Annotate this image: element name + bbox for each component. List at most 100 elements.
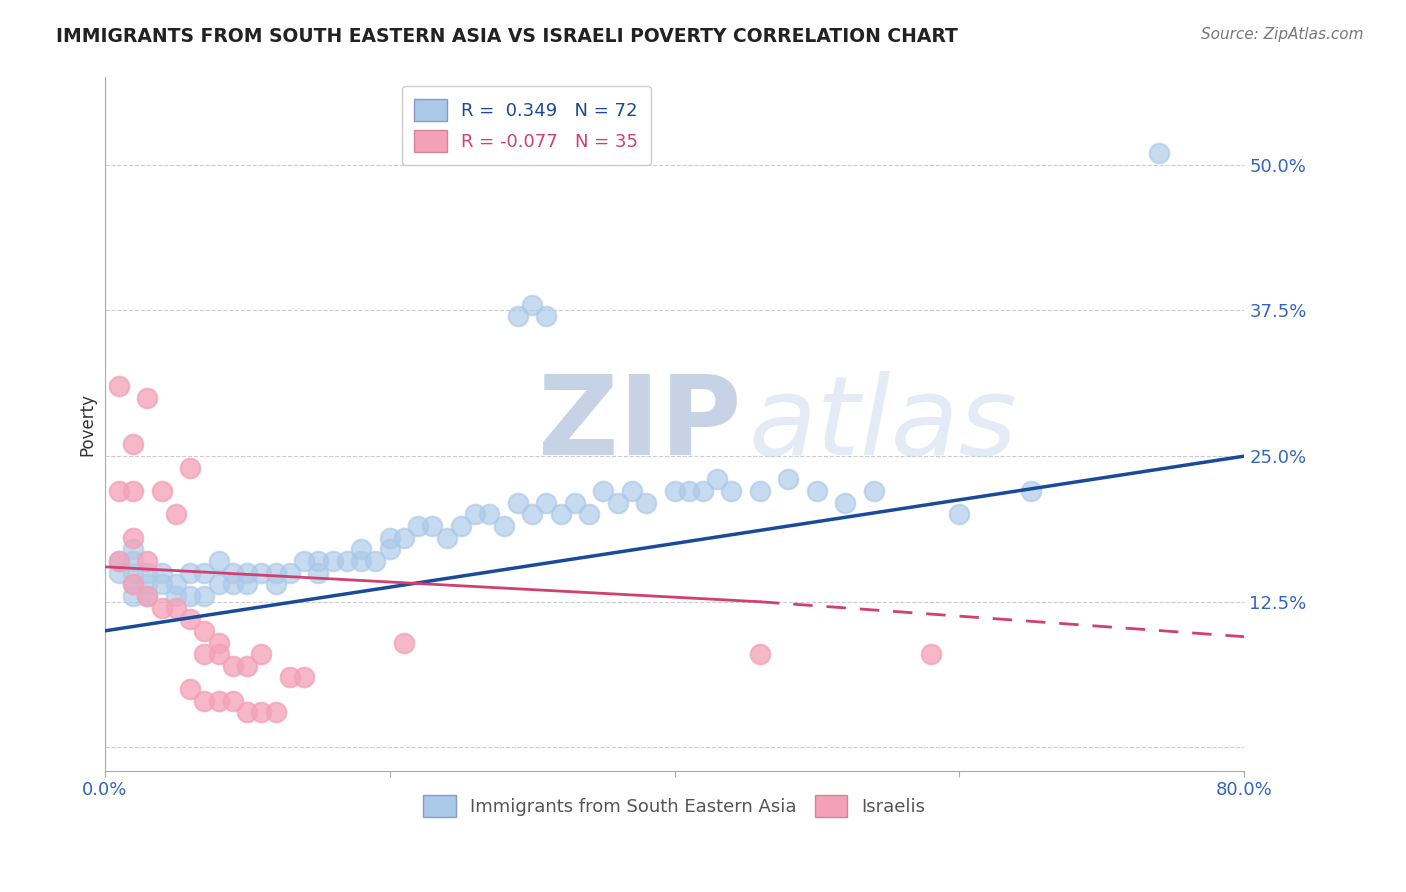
Point (536, 310, 558, 324)
Point (179, 682, 201, 697)
Point (108, 554, 131, 568)
Point (1147, 146, 1170, 161)
Point (778, 472, 800, 486)
Point (193, 647, 215, 661)
Point (122, 577, 145, 591)
Point (136, 566, 159, 580)
Point (520, 508, 543, 522)
Point (806, 484, 828, 499)
Point (207, 647, 229, 661)
Point (136, 577, 159, 591)
Point (236, 706, 259, 720)
Point (108, 566, 131, 580)
Point (122, 484, 145, 499)
Point (207, 577, 229, 591)
Point (165, 508, 187, 522)
Point (122, 531, 145, 545)
Point (620, 484, 643, 499)
Point (179, 566, 201, 580)
Point (634, 496, 657, 510)
Point (292, 554, 315, 568)
Point (478, 508, 501, 522)
Point (136, 554, 159, 568)
Point (165, 600, 187, 615)
Text: Source: ZipAtlas.com: Source: ZipAtlas.com (1201, 27, 1364, 42)
Point (150, 484, 173, 499)
Point (307, 566, 329, 580)
Point (193, 694, 215, 708)
Point (350, 542, 373, 557)
Point (592, 484, 614, 499)
Point (150, 577, 173, 591)
Point (749, 647, 772, 661)
Point (834, 496, 856, 510)
Point (720, 484, 742, 499)
Point (150, 600, 173, 615)
Point (692, 484, 714, 499)
Point (122, 554, 145, 568)
Text: ZIP: ZIP (537, 370, 741, 477)
Legend: Immigrants from South Eastern Asia, Israelis: Immigrants from South Eastern Asia, Isra… (416, 788, 934, 824)
Point (920, 647, 942, 661)
Point (122, 437, 145, 451)
Point (336, 554, 359, 568)
Point (222, 658, 245, 673)
Point (264, 706, 287, 720)
Point (222, 694, 245, 708)
Point (250, 566, 273, 580)
Point (322, 554, 344, 568)
Point (122, 566, 145, 580)
Point (136, 589, 159, 603)
Point (236, 577, 259, 591)
Point (292, 671, 315, 685)
Point (136, 391, 159, 405)
Point (250, 647, 273, 661)
Point (278, 671, 301, 685)
Point (749, 484, 772, 499)
Point (578, 508, 600, 522)
Point (193, 566, 215, 580)
Point (520, 298, 543, 312)
Point (450, 519, 472, 533)
Point (307, 554, 329, 568)
Point (193, 624, 215, 638)
Point (492, 519, 515, 533)
Point (678, 484, 700, 499)
Point (207, 554, 229, 568)
Point (863, 484, 886, 499)
Y-axis label: Poverty: Poverty (79, 392, 96, 456)
Point (122, 577, 145, 591)
Point (150, 566, 173, 580)
Point (179, 612, 201, 626)
Point (179, 460, 201, 475)
Point (222, 566, 245, 580)
Point (250, 706, 273, 720)
Point (378, 542, 401, 557)
Point (564, 496, 586, 510)
Point (506, 496, 529, 510)
Point (606, 496, 628, 510)
Point (165, 577, 187, 591)
Point (420, 519, 443, 533)
Point (464, 508, 486, 522)
Point (350, 554, 373, 568)
Point (406, 519, 429, 533)
Point (550, 508, 572, 522)
Point (1019, 484, 1042, 499)
Point (236, 566, 259, 580)
Point (664, 484, 686, 499)
Point (122, 542, 145, 557)
Point (278, 566, 301, 580)
Point (264, 577, 287, 591)
Point (536, 496, 558, 510)
Point (207, 635, 229, 649)
Point (236, 658, 259, 673)
Point (392, 635, 415, 649)
Point (948, 508, 970, 522)
Point (108, 554, 131, 568)
Point (108, 379, 131, 393)
Point (108, 484, 131, 499)
Point (506, 310, 529, 324)
Point (193, 589, 215, 603)
Point (706, 472, 728, 486)
